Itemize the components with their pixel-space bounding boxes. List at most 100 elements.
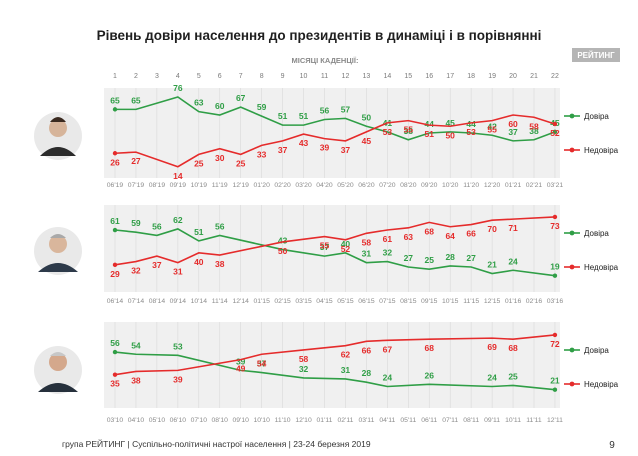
series-end-marker bbox=[552, 121, 558, 127]
month-number: 18 bbox=[467, 73, 475, 80]
data-label: 39 bbox=[173, 374, 183, 384]
data-label: 44 bbox=[466, 119, 476, 129]
data-label: 25 bbox=[236, 158, 246, 168]
x-tick-label: 05'11 bbox=[400, 417, 416, 424]
poroshenko-chart: 06'14 07'14 08'14 09'14 10'14 11'14 12'14 01'15… bbox=[104, 205, 619, 305]
data-label: 53 bbox=[173, 341, 183, 351]
legend-label: Недовіра bbox=[584, 380, 619, 389]
month-number: 16 bbox=[425, 73, 433, 80]
data-label: 55 bbox=[320, 241, 330, 251]
data-label: 58 bbox=[299, 354, 309, 364]
data-label: 42 bbox=[487, 121, 497, 131]
data-label: 68 bbox=[508, 343, 518, 353]
month-number: 12 bbox=[342, 73, 350, 80]
x-tick-label: 06'15 bbox=[358, 298, 375, 305]
month-numbers-row: 1 2 3 4 5 6 7 8 9 10 11 12 13 14 15 16 17 18 19 20 21 22 bbox=[113, 73, 559, 80]
data-label: 51 bbox=[194, 227, 204, 237]
series-end-marker bbox=[552, 214, 558, 220]
data-label: 62 bbox=[173, 215, 183, 225]
x-tick-label: 08'15 bbox=[400, 298, 417, 305]
rating-logo-text: РЕЙТИНГ bbox=[577, 51, 615, 60]
x-tick-label: 07'19 bbox=[128, 182, 145, 189]
x-tick-label: 09'20 bbox=[421, 182, 438, 189]
x-tick-label: 11'19 bbox=[212, 182, 228, 189]
x-tick-label: 09'14 bbox=[170, 298, 187, 305]
x-tick-label: 10'19 bbox=[191, 182, 208, 189]
data-label: 60 bbox=[508, 119, 518, 129]
data-label: 25 bbox=[508, 371, 518, 381]
x-tick-label: 11'20 bbox=[463, 182, 479, 189]
data-label: 70 bbox=[487, 224, 497, 234]
x-tick-label: 09'19 bbox=[170, 182, 187, 189]
data-label: 68 bbox=[425, 343, 435, 353]
series-line-distrust bbox=[114, 216, 555, 266]
legend-marker bbox=[569, 113, 575, 119]
x-tick-label: 06'10 bbox=[170, 417, 187, 424]
data-label: 37 bbox=[341, 145, 351, 155]
data-label: 39 bbox=[236, 356, 246, 366]
x-tick-label: 10'15 bbox=[442, 298, 459, 305]
series-end-marker bbox=[112, 349, 118, 355]
series-end-marker bbox=[552, 387, 558, 392]
data-label: 54 bbox=[131, 340, 141, 350]
data-label: 67 bbox=[236, 93, 246, 103]
data-label: 73 bbox=[550, 221, 560, 231]
series-end-marker bbox=[552, 273, 558, 278]
x-tick-label: 08'14 bbox=[149, 298, 166, 305]
data-label: 59 bbox=[131, 218, 141, 228]
month-number: 13 bbox=[363, 73, 371, 80]
data-label: 61 bbox=[110, 216, 120, 226]
x-tick-label: 11'15 bbox=[463, 298, 479, 305]
x-tick-label: 03'20 bbox=[295, 182, 312, 189]
data-label: 56 bbox=[320, 106, 330, 116]
data-label: 72 bbox=[550, 339, 560, 349]
rating-logo-box bbox=[572, 48, 620, 62]
data-label: 71 bbox=[508, 223, 518, 233]
series-line-trust bbox=[114, 351, 556, 391]
legend-marker bbox=[569, 347, 575, 353]
x-tick-label: 10'20 bbox=[442, 182, 459, 189]
x-tick-label: 10'10 bbox=[253, 417, 270, 424]
data-label: 66 bbox=[362, 345, 372, 355]
months-label: МІСЯЦІ КАДЕНЦІЇ: bbox=[292, 56, 359, 65]
legend-label: Довіра bbox=[584, 229, 609, 238]
legend-marker bbox=[569, 264, 575, 270]
x-tick-label: 06'20 bbox=[358, 182, 375, 189]
yanukovych-photo bbox=[34, 346, 82, 394]
x-tick-label: 05'20 bbox=[337, 182, 354, 189]
legend-marker bbox=[569, 147, 575, 153]
x-tick-label: 11'14 bbox=[212, 298, 228, 305]
data-label: 69 bbox=[487, 342, 497, 352]
x-tick-label: 09'11 bbox=[484, 417, 500, 424]
x-tick-label: 03'10 bbox=[107, 417, 124, 424]
data-label: 25 bbox=[194, 158, 204, 168]
data-label: 56 bbox=[152, 221, 162, 231]
x-tick-label: 12'14 bbox=[232, 298, 249, 305]
data-label: 62 bbox=[341, 350, 351, 360]
data-label: 21 bbox=[550, 376, 560, 386]
month-number: 17 bbox=[446, 73, 454, 80]
x-tick-label: 08'10 bbox=[212, 417, 229, 424]
legend-marker bbox=[569, 381, 575, 387]
data-label: 28 bbox=[445, 252, 455, 262]
data-label: 45 bbox=[362, 136, 372, 146]
data-label: 52 bbox=[341, 244, 351, 254]
data-label: 38 bbox=[215, 259, 225, 269]
series-line-trust bbox=[114, 228, 556, 277]
data-label: 25 bbox=[425, 255, 435, 265]
month-number: 6 bbox=[218, 73, 222, 80]
x-tick-label: 05'10 bbox=[149, 417, 166, 424]
month-number: 8 bbox=[260, 73, 264, 80]
data-label: 55 bbox=[404, 125, 414, 135]
data-label: 56 bbox=[215, 221, 225, 231]
data-label: 68 bbox=[425, 226, 435, 236]
series-end-marker bbox=[112, 107, 118, 112]
data-label: 51 bbox=[278, 111, 288, 121]
x-tick-label: 04'10 bbox=[128, 417, 145, 424]
series-end-marker bbox=[112, 227, 118, 233]
data-label: 45 bbox=[445, 118, 455, 128]
x-tick-label: 01'15 bbox=[253, 298, 270, 305]
month-number: 11 bbox=[321, 73, 328, 80]
month-number: 1 bbox=[113, 73, 117, 80]
